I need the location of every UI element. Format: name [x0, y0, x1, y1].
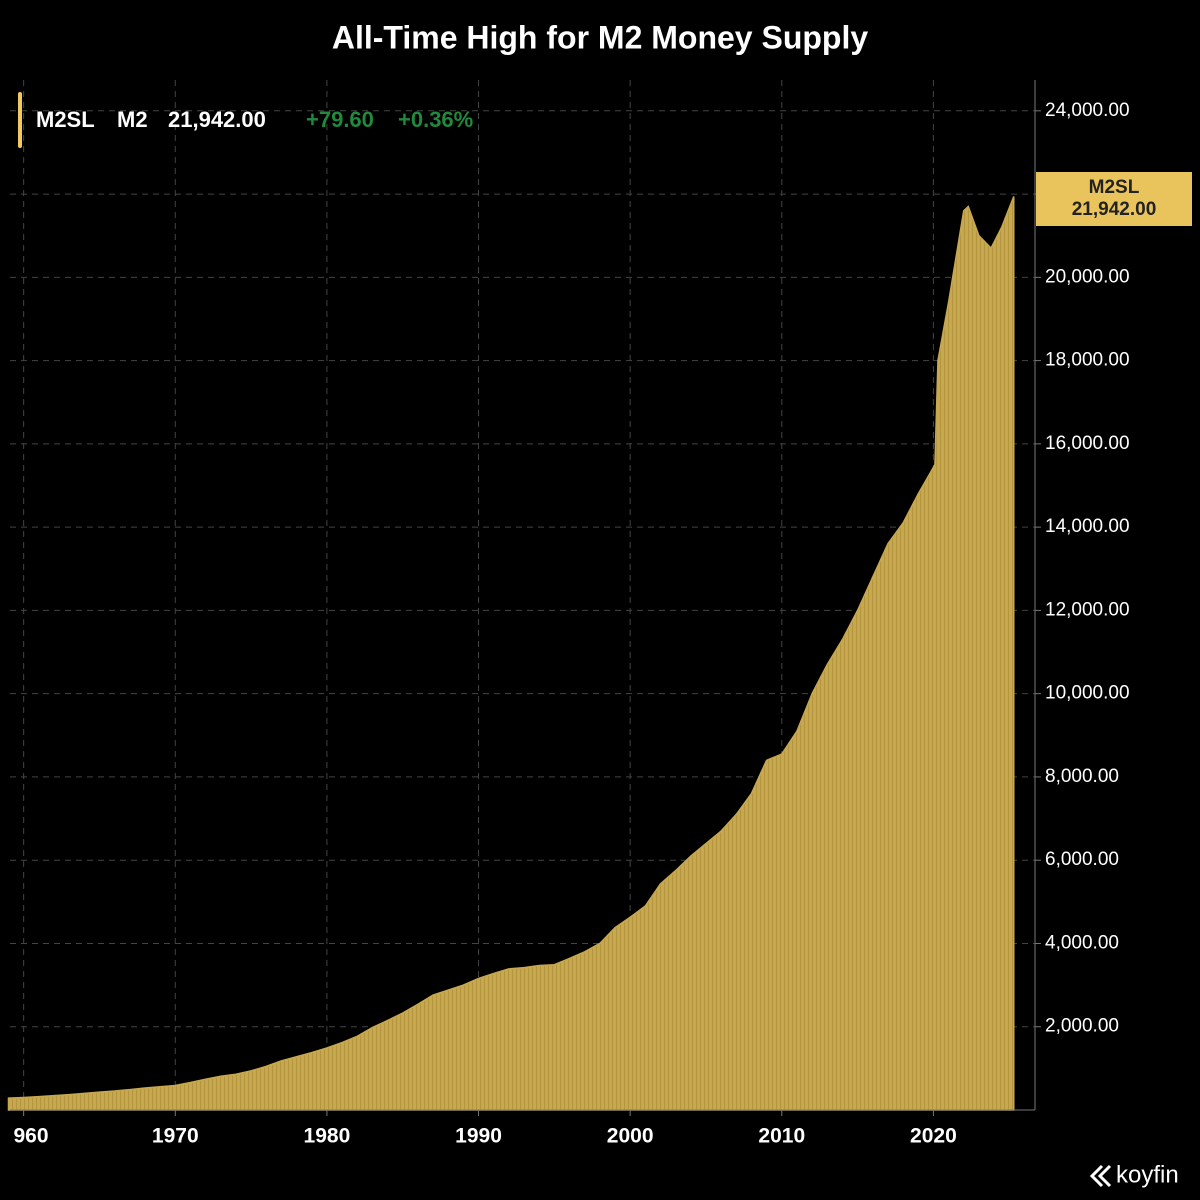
watermark: koyfin [1116, 1161, 1179, 1188]
x-tick-label: 1990 [455, 1125, 502, 1148]
legend-value: 21,942.00 [168, 107, 266, 132]
legend-symbol: M2SL [36, 107, 95, 132]
y-tick-label: 24,000.00 [1045, 100, 1130, 121]
x-tick-label: 1980 [304, 1125, 351, 1148]
plot [7, 196, 1015, 1111]
y-tick-label: 6,000.00 [1045, 849, 1119, 870]
y-tick-label: 2,000.00 [1045, 1016, 1119, 1037]
x-tick-label: 1970 [152, 1125, 199, 1148]
y-tick-label: 8,000.00 [1045, 766, 1119, 787]
x-tick-label: 960 [13, 1125, 48, 1148]
y-tick-label: 12,000.00 [1045, 599, 1130, 620]
legend-name: M2 [117, 107, 148, 132]
legend-swatch [18, 92, 22, 148]
legend-change-pct: +0.36% [398, 107, 473, 132]
y-tick-label: 20,000.00 [1045, 266, 1130, 287]
area [7, 196, 1015, 1111]
price-tag-symbol: M2SL [1089, 177, 1140, 198]
x-tick-label: 2000 [607, 1125, 654, 1148]
y-tick-label: 18,000.00 [1045, 350, 1130, 371]
y-tick-label: 10,000.00 [1045, 683, 1130, 704]
price-tag [1036, 172, 1192, 226]
chart-title: All-Time High for M2 Money Supply [332, 19, 869, 55]
y-tick-label: 16,000.00 [1045, 433, 1130, 454]
y-tick-label: 4,000.00 [1045, 932, 1119, 953]
watermark-icon [1089, 1164, 1112, 1188]
price-tag-value: 21,942.00 [1072, 199, 1157, 220]
y-tick-label: 14,000.00 [1045, 516, 1130, 537]
x-tick-label: 2010 [758, 1125, 805, 1148]
x-tick-label: 2020 [910, 1125, 957, 1148]
legend-change: +79.60 [306, 107, 374, 132]
